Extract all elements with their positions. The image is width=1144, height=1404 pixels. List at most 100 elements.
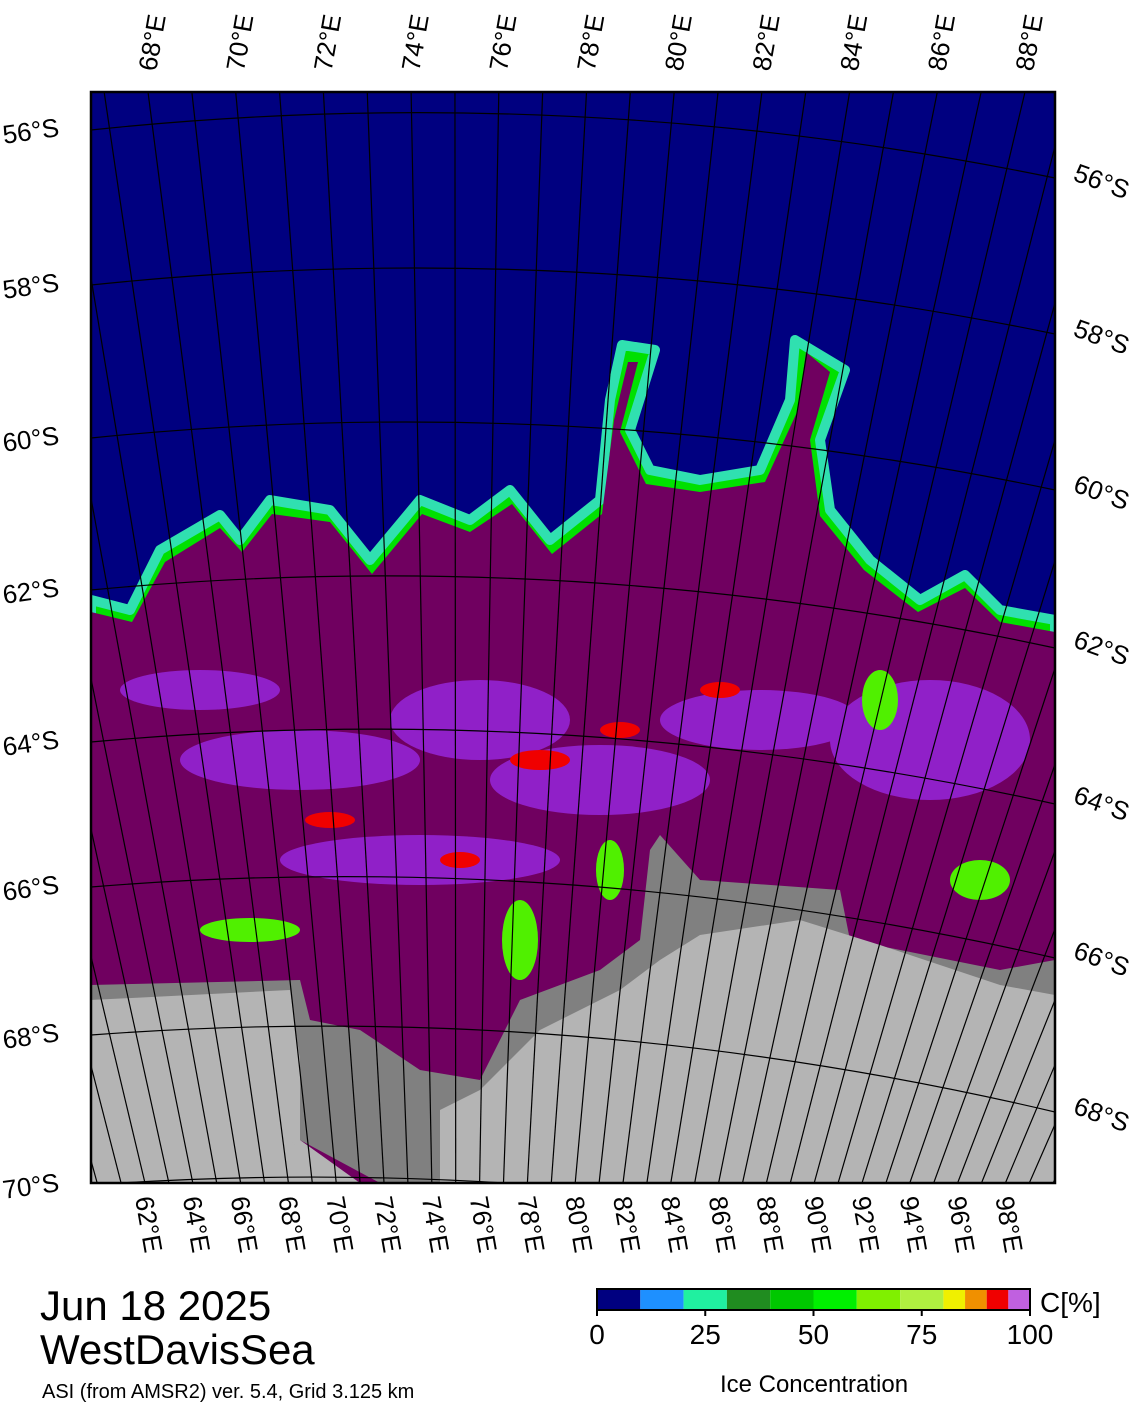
top-lon-label: 88°E bbox=[1009, 12, 1048, 73]
parallel bbox=[91, 112, 1055, 179]
map-frame bbox=[89, 90, 1057, 1185]
top-lon-label: 78°E bbox=[571, 12, 610, 73]
left-lat-label: 56°S bbox=[1, 112, 61, 150]
colorbar-tick-label: 75 bbox=[906, 1319, 937, 1350]
meridian bbox=[322, 92, 385, 1183]
right-lat-label: 56°S bbox=[1070, 157, 1134, 205]
meridian bbox=[366, 92, 409, 1183]
meridian bbox=[502, 92, 544, 1183]
parallel bbox=[91, 1025, 1055, 1113]
region-title: WestDavisSea bbox=[40, 1326, 315, 1373]
meridian bbox=[278, 92, 361, 1183]
bottom-lon-label: 82°E bbox=[607, 1194, 646, 1255]
land-main bbox=[440, 920, 1055, 1183]
top-lon-label: 80°E bbox=[659, 12, 698, 73]
colorbar-segment bbox=[640, 1289, 684, 1310]
ice-texture-green bbox=[200, 670, 1010, 980]
parallel bbox=[91, 267, 1055, 335]
meridian bbox=[909, 762, 1055, 1183]
top-lon-label: 82°E bbox=[746, 12, 785, 73]
bottom-lon-label: 94°E bbox=[894, 1194, 933, 1255]
meridian bbox=[91, 953, 146, 1183]
colorbar-segment bbox=[683, 1289, 727, 1310]
parallel bbox=[91, 575, 1055, 649]
top-lon-label: 68°E bbox=[132, 12, 171, 73]
colorbar-tick-label: 50 bbox=[798, 1319, 829, 1350]
meridian bbox=[789, 143, 1055, 1183]
bottom-lon-label: 92°E bbox=[846, 1194, 885, 1255]
right-lat-label: 64°S bbox=[1070, 779, 1134, 827]
bottom-lon-label: 98°E bbox=[989, 1194, 1028, 1255]
colorbar-segment bbox=[813, 1289, 857, 1310]
meridian bbox=[622, 92, 763, 1183]
meridian bbox=[813, 300, 1055, 1183]
meridian bbox=[91, 494, 218, 1183]
right-lat-label: 60°S bbox=[1070, 468, 1134, 516]
meridian bbox=[861, 558, 1055, 1183]
bottom-lon-label: 74°E bbox=[416, 1194, 455, 1255]
meridian bbox=[410, 92, 433, 1183]
meridian bbox=[741, 92, 982, 1183]
bottom-lon-label: 66°E bbox=[225, 1194, 264, 1255]
left-lat-label: 64°S bbox=[1, 724, 61, 762]
colorbar-label: Ice Concentration bbox=[720, 1371, 908, 1398]
left-lat-label: 70°S bbox=[1, 1167, 61, 1205]
colorbar-segment bbox=[1008, 1289, 1030, 1310]
top-lon-label: 70°E bbox=[220, 12, 259, 73]
left-lat-label: 62°S bbox=[1, 572, 61, 610]
meridian bbox=[933, 848, 1055, 1183]
meridian bbox=[598, 92, 719, 1183]
meridian bbox=[957, 927, 1055, 1183]
bottom-lon-label: 88°E bbox=[750, 1194, 789, 1255]
left-lat-label: 68°S bbox=[1, 1017, 61, 1055]
meridian bbox=[837, 437, 1055, 1183]
bottom-lon-label: 84°E bbox=[655, 1194, 694, 1255]
meridian bbox=[103, 92, 266, 1183]
date-title: Jun 18 2025 bbox=[40, 1282, 271, 1329]
bottom-lon-label: 78°E bbox=[511, 1194, 550, 1255]
colorbar-segment bbox=[856, 1289, 901, 1310]
parallel bbox=[91, 421, 1055, 491]
colorbar-segment bbox=[597, 1289, 641, 1310]
bottom-lon-label: 68°E bbox=[272, 1194, 311, 1255]
meridian bbox=[91, 826, 170, 1183]
meridian bbox=[526, 92, 588, 1183]
bottom-lon-label: 72°E bbox=[368, 1194, 407, 1255]
left-lat-label: 66°S bbox=[1, 869, 61, 907]
colorbar-tick-label: 0 bbox=[589, 1319, 605, 1350]
meridian bbox=[147, 92, 289, 1183]
meridian bbox=[550, 92, 631, 1183]
right-lat-label: 68°S bbox=[1070, 1090, 1134, 1138]
meridian bbox=[1125, 92, 1144, 1183]
credit: ASI (from AMSR2) ver. 5.4, Grid 3.125 km bbox=[42, 1381, 414, 1403]
bottom-lon-label: 90°E bbox=[798, 1194, 837, 1255]
meridian bbox=[0, 92, 26, 1183]
bottom-lon-label: 80°E bbox=[559, 1194, 598, 1255]
colorbar-segment bbox=[900, 1289, 944, 1310]
meridian bbox=[235, 92, 337, 1183]
meridian bbox=[670, 92, 851, 1183]
meridian bbox=[91, 274, 242, 1183]
colorbar-tick-label: 25 bbox=[690, 1319, 721, 1350]
meridian bbox=[91, 675, 194, 1183]
right-lat-label: 58°S bbox=[1070, 313, 1134, 361]
top-lon-label: 86°E bbox=[922, 12, 961, 73]
map-area bbox=[0, 92, 1144, 1183]
meridian bbox=[454, 92, 457, 1183]
colorbar-segment bbox=[943, 1289, 966, 1310]
bottom-lon-label: 76°E bbox=[464, 1194, 503, 1255]
top-lon-label: 84°E bbox=[834, 12, 873, 73]
bottom-lon-label: 86°E bbox=[703, 1194, 742, 1255]
left-lat-label: 60°S bbox=[1, 420, 61, 458]
colorbar: 0 25 50 75 100 bbox=[589, 1288, 1054, 1350]
left-lat-label: 58°S bbox=[1, 267, 61, 305]
meridian bbox=[0, 92, 2, 1183]
colorbar-segment bbox=[986, 1289, 1009, 1310]
bottom-lon-label: 64°E bbox=[177, 1194, 216, 1255]
right-lat-label: 62°S bbox=[1070, 624, 1134, 672]
graticule bbox=[0, 92, 1144, 1183]
bottom-lon-label: 96°E bbox=[942, 1194, 981, 1255]
colorbar-tick-label: 100 bbox=[1007, 1319, 1054, 1350]
parallel bbox=[111, 1176, 514, 1183]
